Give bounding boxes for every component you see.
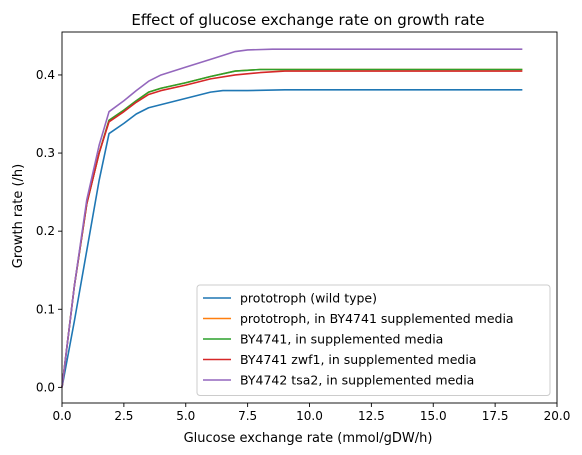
legend-label-2: prototroph, in BY4741 supplemented media (240, 311, 514, 326)
legend-box (196, 284, 551, 396)
series-line-1 (61, 89, 523, 388)
x-tick-label: 7.5 (238, 409, 257, 423)
plot-area (61, 48, 523, 388)
x-tick-label: 0.0 (52, 409, 71, 423)
y-tick-label: 0.1 (36, 302, 55, 316)
y-tick-label: 0.4 (36, 68, 55, 82)
x-tick-label: 2.5 (114, 409, 133, 423)
legend-label-3: BY4741, in supplemented media (240, 332, 443, 347)
x-tick-label: 5.0 (176, 409, 195, 423)
x-tick-label: 17.5 (482, 409, 509, 423)
y-axis-label: Growth rate (/h) (11, 164, 26, 269)
series-line-4 (61, 70, 523, 388)
legend: prototroph (wild type) prototroph, in BY4… (196, 284, 551, 396)
y-tick-label: 0.3 (36, 146, 55, 160)
legend-label-4: BY4741 zwf1, in supplemented media (240, 352, 476, 367)
axes: 0.0 2.5 5.0 7.5 10.0 12.5 15.0 17.5 20.0 0.0 0.1 0.… (36, 31, 571, 423)
x-tick-label: 10.0 (296, 409, 323, 423)
legend-label-1: prototroph (wild type) (240, 291, 377, 306)
chart-title: Effect of glucose exchange rate on growt… (131, 11, 484, 29)
x-tick-label: 12.5 (358, 409, 385, 423)
legend-label-5: BY4742 tsa2, in supplemented media (240, 373, 474, 388)
series-line-5 (61, 48, 523, 388)
y-tick-label: 0.2 (36, 224, 55, 238)
y-tick-label: 0.0 (36, 380, 55, 394)
x-axis-label: Glucose exchange rate (mmol/gDW/h) (184, 431, 433, 446)
x-tick-label: 15.0 (420, 409, 447, 423)
x-tick-label: 20.0 (544, 409, 571, 423)
